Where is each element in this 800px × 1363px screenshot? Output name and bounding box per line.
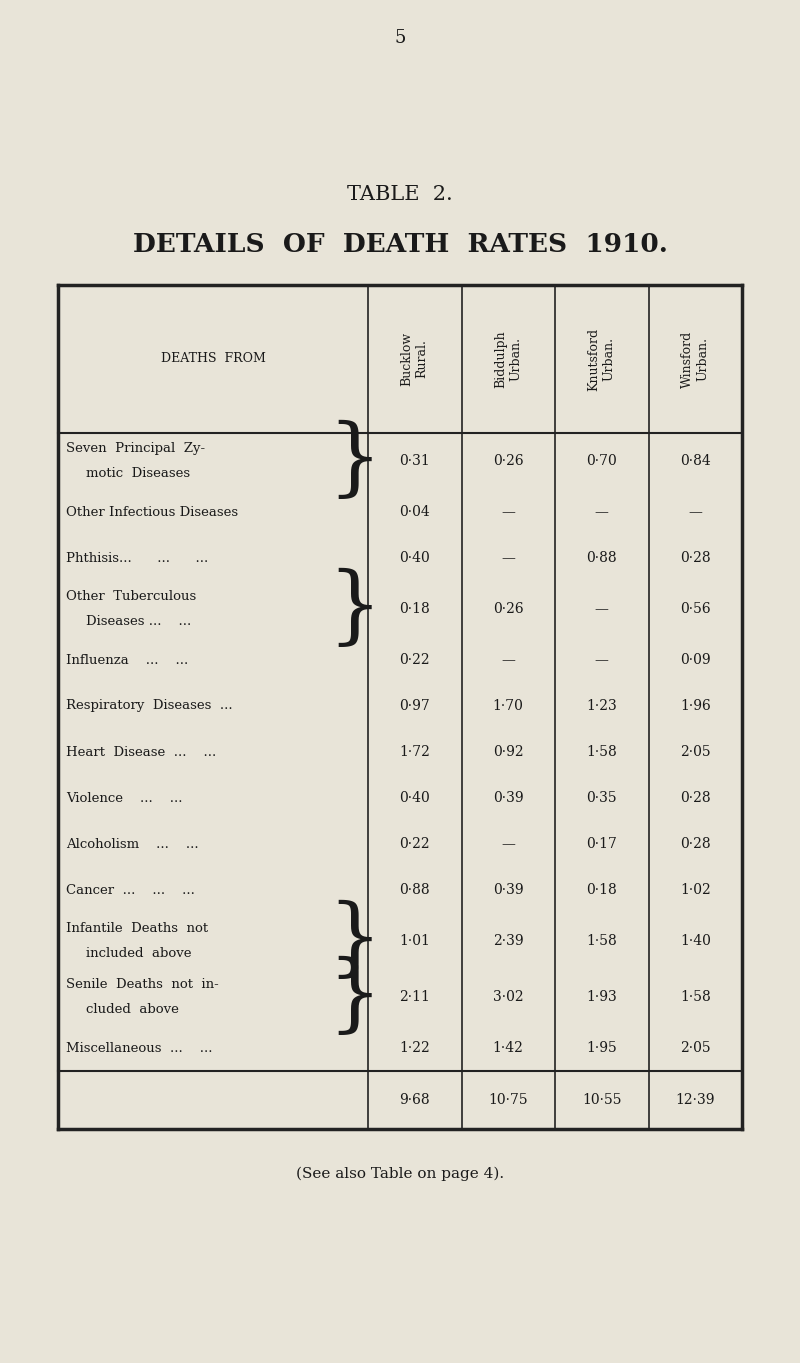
Text: 1·01: 1·01 [399,934,430,949]
Text: 0·22: 0·22 [399,837,430,851]
Text: 10·55: 10·55 [582,1093,622,1107]
Text: DEATHS  FROM: DEATHS FROM [161,353,266,365]
Text: 1·58: 1·58 [586,746,617,759]
Text: 0·40: 0·40 [399,791,430,806]
Text: 1·95: 1·95 [586,1041,617,1055]
Text: 0·39: 0·39 [493,791,523,806]
Text: TABLE  2.: TABLE 2. [347,185,453,204]
Text: 0·18: 0·18 [399,602,430,616]
Text: 0·04: 0·04 [399,506,430,519]
Text: Heart  Disease  ...    ...: Heart Disease ... ... [66,746,216,758]
Text: DETAILS  OF  DEATH  RATES  1910.: DETAILS OF DEATH RATES 1910. [133,233,667,258]
Text: —: — [595,653,609,667]
Text: 0·18: 0·18 [586,883,617,897]
Text: 12·39: 12·39 [675,1093,715,1107]
Text: Cancer  ...    ...    ...: Cancer ... ... ... [66,883,195,897]
Text: Infantile  Deaths  not: Infantile Deaths not [66,923,208,935]
Text: }: } [327,567,381,650]
Text: cluded  above: cluded above [86,1003,179,1015]
Text: Respiratory  Diseases  ...: Respiratory Diseases ... [66,699,233,713]
Text: 3·02: 3·02 [493,990,523,1005]
Text: —: — [502,551,515,566]
Text: 5: 5 [394,29,406,46]
Text: 1·02: 1·02 [680,883,710,897]
Text: 1·58: 1·58 [586,934,617,949]
Text: 0·40: 0·40 [399,551,430,566]
Text: 0·28: 0·28 [680,791,710,806]
Text: Alcoholism    ...    ...: Alcoholism ... ... [66,837,198,851]
Text: Other  Tuberculous: Other Tuberculous [66,590,196,604]
Text: 2·05: 2·05 [680,1041,710,1055]
Text: Other Infectious Diseases: Other Infectious Diseases [66,506,238,518]
Text: —: — [688,506,702,519]
Text: Seven  Principal  Zy-: Seven Principal Zy- [66,442,205,455]
Text: 0·17: 0·17 [586,837,617,851]
Text: Biddulph
Urban.: Biddulph Urban. [494,330,522,388]
Text: motic  Diseases: motic Diseases [86,466,190,480]
Text: 2·39: 2·39 [493,934,523,949]
Text: Senile  Deaths  not  in-: Senile Deaths not in- [66,979,218,991]
Text: 10·75: 10·75 [489,1093,528,1107]
Text: 0·88: 0·88 [586,551,617,566]
Text: 0·92: 0·92 [493,746,523,759]
Text: (See also Table on page 4).: (See also Table on page 4). [296,1167,504,1182]
Text: Influenza    ...    ...: Influenza ... ... [66,653,188,667]
Text: Phthisis...      ...      ...: Phthisis... ... ... [66,552,208,564]
Text: }: } [327,420,381,503]
Text: 0·09: 0·09 [680,653,710,667]
Text: 2·05: 2·05 [680,746,710,759]
Text: 0·28: 0·28 [680,837,710,851]
Text: Knutsford
Urban.: Knutsford Urban. [588,327,616,391]
Text: 0·26: 0·26 [493,602,523,616]
Text: —: — [502,837,515,851]
Text: 1·70: 1·70 [493,699,524,713]
Text: 0·39: 0·39 [493,883,523,897]
Text: —: — [595,602,609,616]
Text: }: } [327,955,381,1039]
Text: 1·72: 1·72 [399,746,430,759]
Text: —: — [595,506,609,519]
Text: Diseases ...    ...: Diseases ... ... [86,615,191,628]
Text: Miscellaneous  ...    ...: Miscellaneous ... ... [66,1041,213,1055]
Text: 0·22: 0·22 [399,653,430,667]
Text: 1·58: 1·58 [680,990,710,1005]
Text: 1·96: 1·96 [680,699,710,713]
Text: Bucklow
Rural.: Bucklow Rural. [401,333,429,386]
Text: 0·26: 0·26 [493,454,523,468]
Text: 0·88: 0·88 [399,883,430,897]
Text: 0·28: 0·28 [680,551,710,566]
Text: —: — [502,653,515,667]
Text: 2·11: 2·11 [399,990,430,1005]
Text: 0·31: 0·31 [399,454,430,468]
Text: 0·70: 0·70 [586,454,617,468]
Text: 1·93: 1·93 [586,990,617,1005]
Text: }: } [327,900,381,983]
Text: —: — [502,506,515,519]
Text: Violence    ...    ...: Violence ... ... [66,792,182,804]
Text: 1·40: 1·40 [680,934,710,949]
Text: 0·97: 0·97 [399,699,430,713]
Text: 0·35: 0·35 [586,791,617,806]
Text: 1·23: 1·23 [586,699,617,713]
Text: 0·56: 0·56 [680,602,710,616]
Text: 1·22: 1·22 [399,1041,430,1055]
Text: 1·42: 1·42 [493,1041,524,1055]
Text: included  above: included above [86,947,191,960]
Text: 9·68: 9·68 [399,1093,430,1107]
Text: Winsford
Urban.: Winsford Urban. [682,330,710,387]
Text: 0·84: 0·84 [680,454,710,468]
